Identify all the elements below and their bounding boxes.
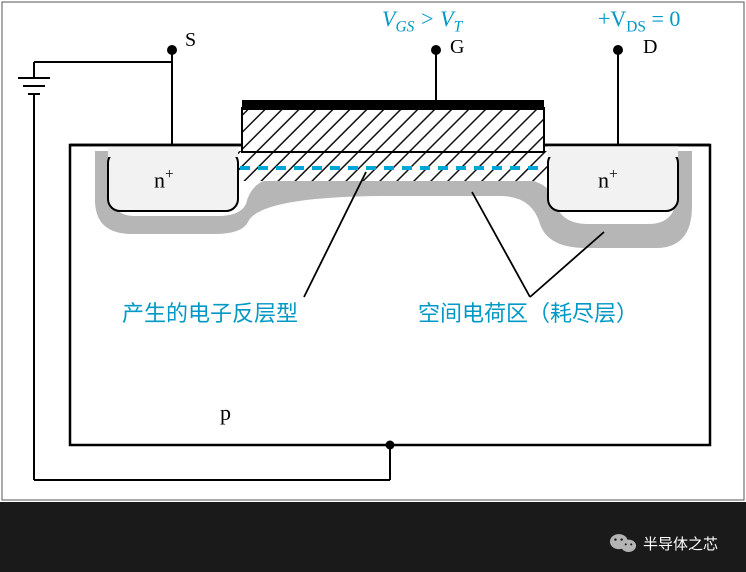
drain-dot: [613, 45, 623, 55]
gate-label: G: [450, 36, 464, 59]
vds-condition: +VDS = 0: [598, 6, 680, 36]
gate-metal: [242, 100, 544, 110]
outer-frame: [2, 2, 744, 500]
watermark-text: 半导体之芯: [643, 533, 718, 554]
vgs-condition: VGS > VT: [382, 6, 462, 36]
source-well-topmask: [108, 145, 238, 157]
wechat-icon: [609, 532, 637, 554]
depletion-pointer-left: [472, 192, 530, 297]
source-dot: [167, 45, 177, 55]
gate-oxide: [242, 108, 544, 152]
inversion-annotation: 产生的电子反层型: [122, 296, 298, 328]
nplus-right: n+: [598, 166, 618, 193]
mosfet-cross-section-diagram: S G D VGS > VT +VDS = 0 n+ n+ p 产生的电子反层型…: [0, 0, 746, 572]
depletion-annotation: 空间电荷区（耗尽层）: [418, 296, 638, 328]
drain-well-topmask: [548, 145, 678, 157]
nplus-left: n+: [154, 166, 174, 193]
body-dot: [386, 441, 395, 450]
drain-label: D: [643, 36, 657, 59]
diagram-svg: [0, 0, 746, 572]
gate-dot: [431, 45, 441, 55]
source-label: S: [185, 29, 196, 52]
watermark: 半导体之芯: [609, 532, 718, 554]
p-substrate-label: p: [220, 400, 231, 426]
